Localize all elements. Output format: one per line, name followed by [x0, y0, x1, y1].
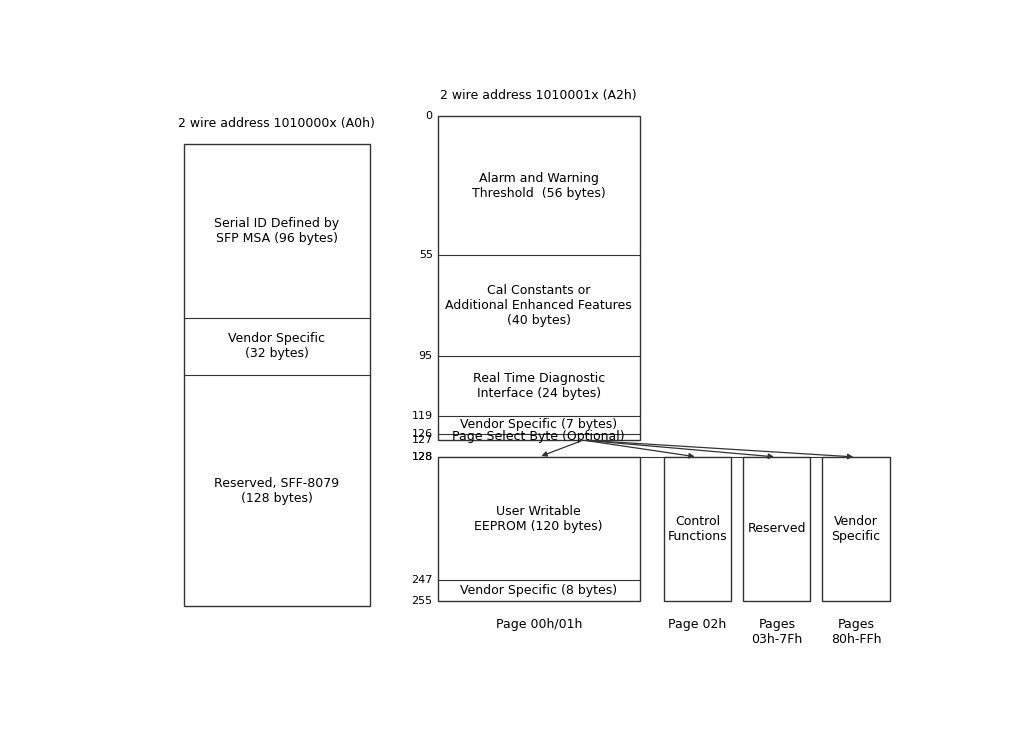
Text: Vendor Specific (7 bytes): Vendor Specific (7 bytes) — [460, 418, 617, 431]
Text: Serial ID Defined by
SFP MSA (96 bytes): Serial ID Defined by SFP MSA (96 bytes) — [214, 217, 339, 245]
Text: 247: 247 — [412, 575, 433, 586]
Text: 255: 255 — [412, 596, 433, 606]
Text: 119: 119 — [412, 411, 433, 421]
Text: Alarm and Warning
Threshold  (56 bytes): Alarm and Warning Threshold (56 bytes) — [472, 172, 605, 200]
Text: 127: 127 — [412, 435, 433, 445]
Bar — [822, 457, 890, 601]
Text: 55: 55 — [419, 250, 433, 261]
Text: 128: 128 — [412, 452, 433, 462]
Bar — [183, 144, 370, 606]
Text: Control
Functions: Control Functions — [668, 515, 727, 543]
Text: Page 02h: Page 02h — [669, 618, 727, 631]
Bar — [437, 116, 640, 440]
Text: Reserved, SFF-8079
(128 bytes): Reserved, SFF-8079 (128 bytes) — [214, 477, 339, 505]
Text: 0: 0 — [426, 111, 433, 121]
Text: 128: 128 — [412, 452, 433, 462]
Text: 2 wire address 1010001x (A2h): 2 wire address 1010001x (A2h) — [440, 89, 637, 102]
Text: Vendor
Specific: Vendor Specific — [831, 515, 881, 543]
Text: Vendor Specific (8 bytes): Vendor Specific (8 bytes) — [460, 584, 617, 597]
Bar — [743, 457, 811, 601]
Text: Page Select Byte (Optional): Page Select Byte (Optional) — [453, 430, 625, 444]
Text: Vendor Specific
(32 bytes): Vendor Specific (32 bytes) — [228, 332, 326, 360]
Text: User Writable
EEPROM (120 bytes): User Writable EEPROM (120 bytes) — [474, 504, 603, 533]
Bar — [437, 457, 640, 601]
Text: 2 wire address 1010000x (A0h): 2 wire address 1010000x (A0h) — [178, 117, 375, 130]
Text: Reserved: Reserved — [748, 523, 806, 535]
Text: Pages
80h-FFh: Pages 80h-FFh — [830, 618, 882, 646]
Text: Pages
03h-7Fh: Pages 03h-7Fh — [752, 618, 803, 646]
Bar — [664, 457, 731, 601]
Text: Cal Constants or
Additional Enhanced Features
(40 bytes): Cal Constants or Additional Enhanced Fea… — [445, 284, 632, 327]
Text: Page 00h/01h: Page 00h/01h — [496, 618, 582, 631]
Text: 126: 126 — [412, 429, 433, 438]
Text: 95: 95 — [419, 351, 433, 361]
Text: Real Time Diagnostic
Interface (24 bytes): Real Time Diagnostic Interface (24 bytes… — [472, 372, 605, 400]
